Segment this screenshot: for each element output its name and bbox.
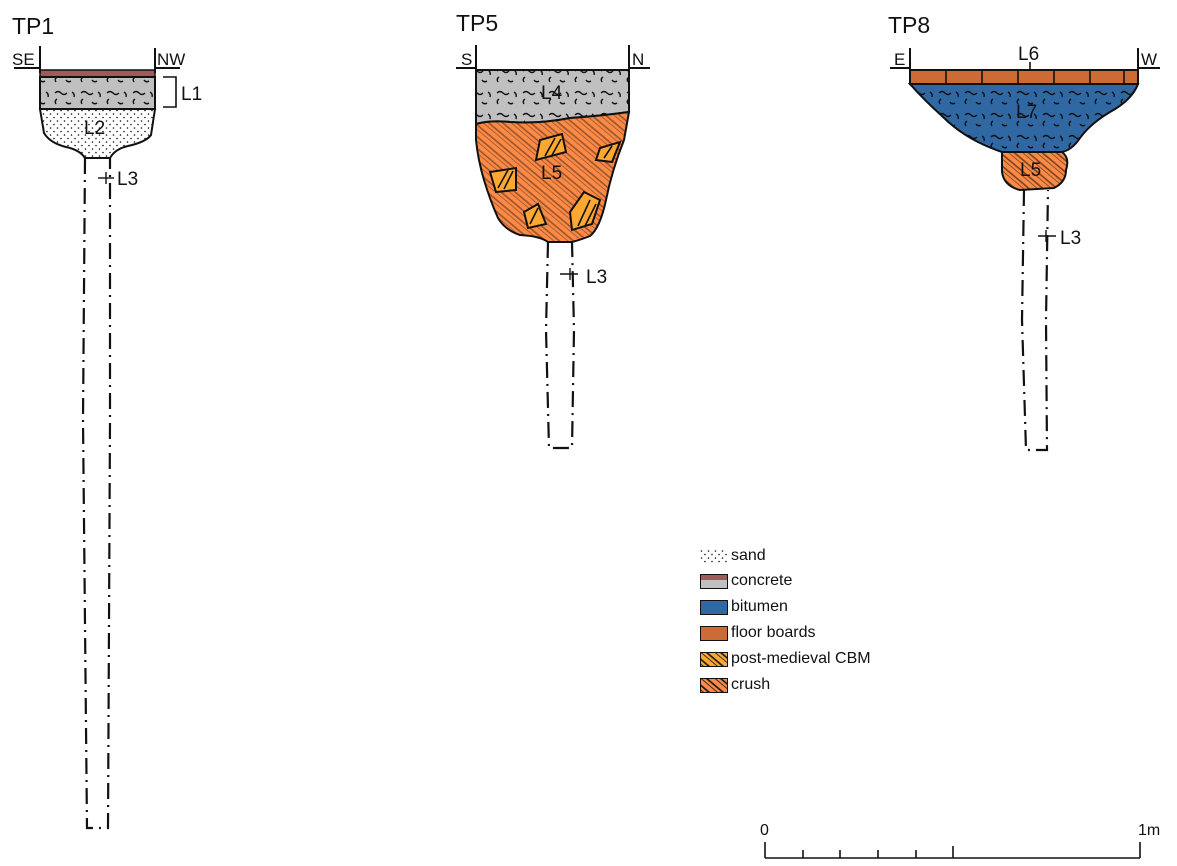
tp1-concrete-cap bbox=[39, 69, 156, 78]
legend-label: bitumen bbox=[731, 598, 788, 615]
tp5-layer-label-l5: L5 bbox=[541, 163, 563, 184]
tp5-title: TP5 bbox=[456, 10, 499, 36]
floor-boards-swatch-icon bbox=[700, 625, 728, 641]
legend-label: post-medieval CBM bbox=[731, 650, 871, 667]
tp5-shaft bbox=[544, 241, 576, 450]
legend-item-post-medieval-cbm: post-medieval CBM bbox=[700, 650, 871, 668]
scale-end-label: 1m bbox=[1138, 822, 1161, 839]
crush-swatch-icon bbox=[700, 677, 728, 693]
tp8-left-direction: E bbox=[894, 50, 906, 69]
tp8-layer-label-l7: L7 bbox=[1016, 102, 1038, 123]
bitumen-swatch-icon bbox=[700, 599, 728, 615]
legend-label: sand bbox=[731, 547, 766, 564]
tp8-shaft bbox=[1020, 189, 1050, 452]
legend-item-floor-boards: floor boards bbox=[700, 624, 816, 642]
tp8-section bbox=[890, 48, 1160, 452]
legend-label: concrete bbox=[731, 572, 793, 589]
tp1-right-direction: NW bbox=[157, 50, 186, 69]
tp5-left-direction: S bbox=[461, 50, 473, 69]
tp5-section bbox=[456, 45, 650, 450]
tp8-layer-label-l5: L5 bbox=[1020, 160, 1042, 181]
tp1-layer-label-l2: L2 bbox=[84, 118, 106, 139]
scale-bar bbox=[764, 842, 1141, 859]
sand-swatch-icon bbox=[700, 548, 728, 564]
tp5-right-direction: N bbox=[632, 50, 645, 69]
concrete-swatch-icon bbox=[700, 573, 728, 589]
legend-item-bitumen: bitumen bbox=[700, 598, 788, 616]
legend-label: floor boards bbox=[731, 624, 816, 641]
tp5-layer-label-l3: L3 bbox=[586, 267, 608, 288]
tp1-layer-label-l1: L1 bbox=[181, 84, 203, 105]
legend-item-sand: sand bbox=[700, 547, 766, 565]
tp8-right-direction: W bbox=[1141, 50, 1158, 69]
legend-item-crush: crush bbox=[700, 676, 770, 694]
tp8-title: TP8 bbox=[888, 12, 931, 38]
legend-item-concrete: concrete bbox=[700, 572, 792, 590]
tp8-floorboards-layer bbox=[909, 69, 1139, 85]
tp1-title: TP1 bbox=[12, 13, 55, 39]
tp5-layer-label-l4: L4 bbox=[541, 83, 563, 104]
tp8-layer-label-l3: L3 bbox=[1060, 228, 1082, 249]
tp1-left-direction: SE bbox=[12, 50, 35, 69]
legend-label: crush bbox=[731, 676, 771, 693]
tp1-layer-label-l3: L3 bbox=[117, 169, 139, 190]
tp8-layer-label-l6: L6 bbox=[1018, 44, 1040, 65]
tp1-shaft bbox=[81, 157, 112, 830]
scale-start-label: 0 bbox=[760, 822, 769, 839]
cbm-swatch-icon bbox=[700, 651, 728, 667]
tp1-section bbox=[14, 46, 180, 830]
